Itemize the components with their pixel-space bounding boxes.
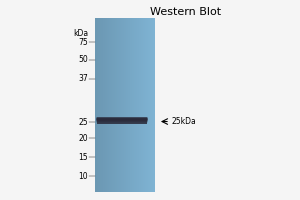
Text: kDa: kDa: [73, 29, 88, 38]
FancyBboxPatch shape: [97, 117, 148, 120]
FancyBboxPatch shape: [97, 120, 148, 123]
Bar: [97, 119, 147, 124]
Text: 15: 15: [78, 153, 88, 162]
FancyBboxPatch shape: [97, 120, 148, 122]
Text: 20: 20: [78, 134, 88, 143]
Text: Western Blot: Western Blot: [150, 7, 222, 17]
Text: 50: 50: [78, 55, 88, 64]
Text: 37: 37: [78, 74, 88, 83]
FancyBboxPatch shape: [97, 118, 148, 121]
Text: 25kDa: 25kDa: [172, 117, 197, 126]
FancyBboxPatch shape: [97, 119, 148, 122]
Text: 25: 25: [78, 118, 88, 127]
Text: 10: 10: [78, 172, 88, 181]
Text: 75: 75: [78, 38, 88, 47]
